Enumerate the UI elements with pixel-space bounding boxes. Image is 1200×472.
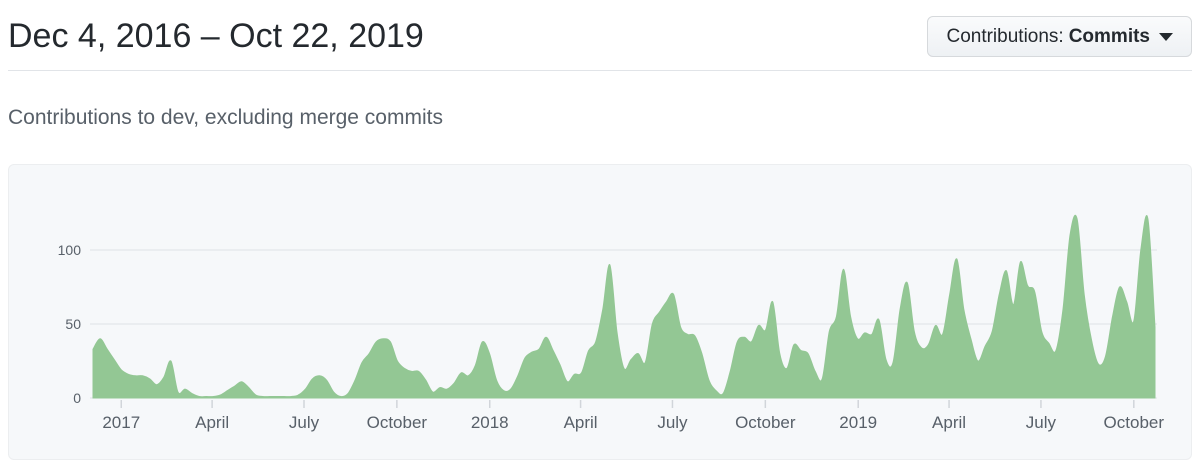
x-axis-label: July — [1026, 413, 1057, 432]
header-divider — [8, 70, 1192, 72]
x-axis-label: April — [932, 413, 966, 432]
commit-activity-chart: 0 50 100 2017 April July October 2018 April July O… — [58, 215, 1165, 432]
x-axis-label: October — [367, 413, 428, 432]
y-axis-label-100: 100 — [58, 242, 82, 258]
filter-button-prefix: Contributions: — [946, 25, 1064, 47]
x-axis-label: July — [289, 413, 320, 432]
page-title: Dec 4, 2016 – Oct 22, 2019 — [8, 17, 424, 55]
x-axis-label: October — [1104, 413, 1165, 432]
x-axis-label: 2017 — [102, 413, 140, 432]
x-axis-label: April — [564, 413, 598, 432]
filter-button-value: Commits — [1068, 25, 1150, 47]
x-axis-label: 2018 — [471, 413, 509, 432]
x-axis-label: April — [195, 413, 229, 432]
y-axis-label-0: 0 — [73, 390, 81, 406]
contributions-filter-button[interactable]: Contributions: Commits — [927, 16, 1192, 57]
x-axis-label: October — [735, 413, 796, 432]
dropdown-caret-icon — [1159, 32, 1173, 41]
commit-activity-card: 0 50 100 2017 April July October 2018 April July O… — [8, 164, 1192, 461]
y-axis-label-50: 50 — [65, 316, 81, 332]
page-header: Dec 4, 2016 – Oct 22, 2019 Contributions… — [8, 10, 1192, 58]
x-axis-label: 2019 — [839, 413, 877, 432]
commits-area-series — [92, 215, 1156, 399]
chart-subtitle: Contributions to dev, excluding merge co… — [8, 106, 443, 130]
x-axis-label: July — [657, 413, 688, 432]
